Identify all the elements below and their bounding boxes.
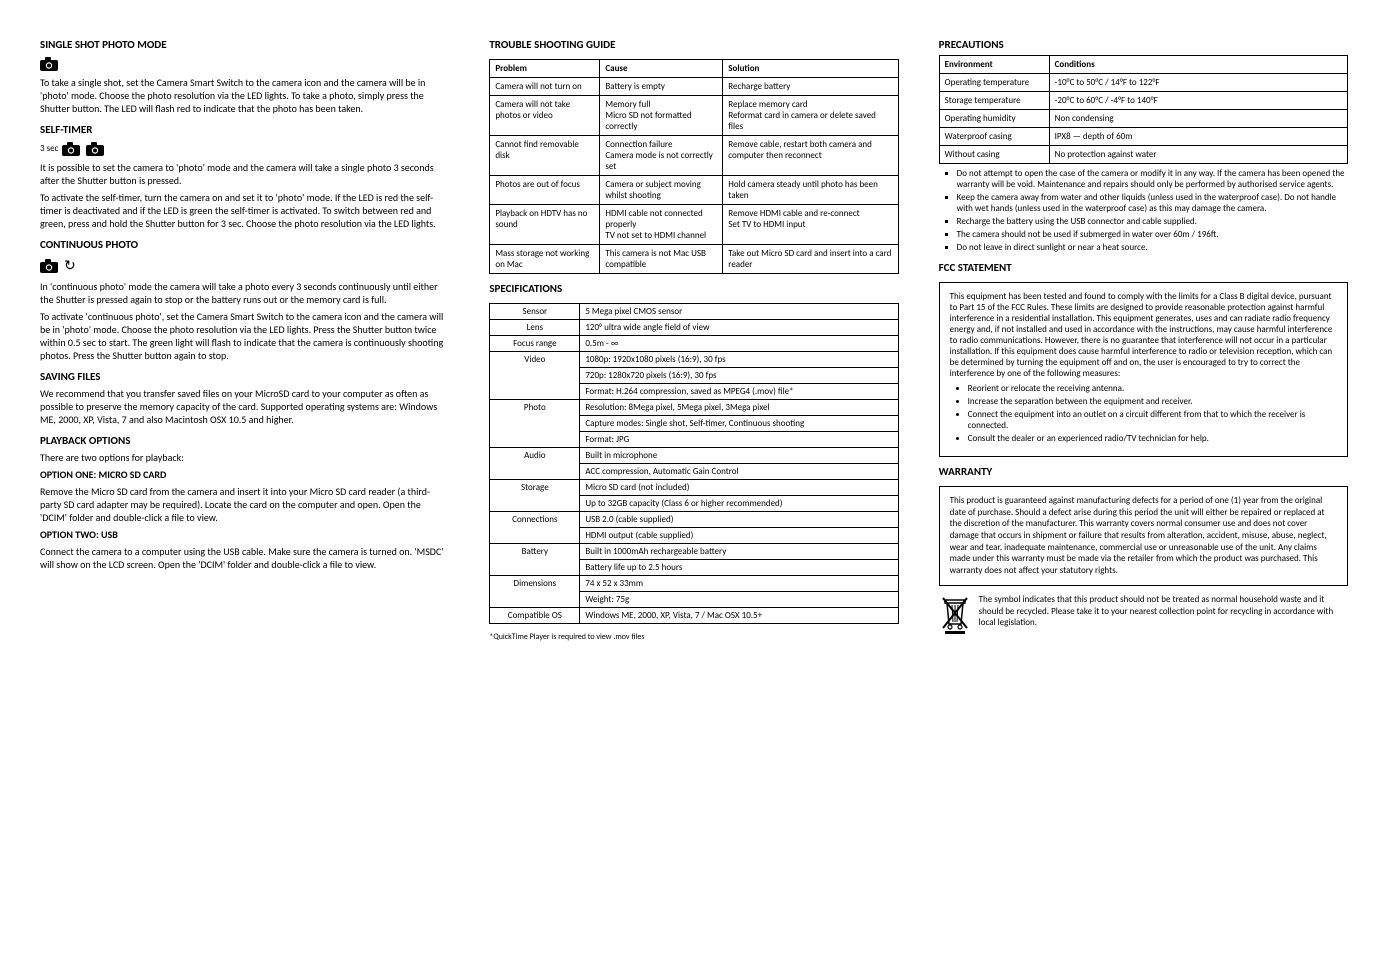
bullet-item: Do not attempt to open the case of the c…: [957, 168, 1348, 190]
selftimer-p1: It is possible to set the camera to 'pho…: [40, 161, 449, 187]
continuous-title: CONTINUOUS PHOTO: [40, 238, 449, 251]
spec-conn-label: Connections: [490, 512, 580, 544]
option1-title: OPTION ONE: MICRO SD CARD: [40, 468, 449, 481]
playback-title: PLAYBACK OPTIONS: [40, 434, 449, 447]
th-solution: Solution: [723, 60, 898, 78]
spec-audio-label: Audio: [490, 448, 580, 480]
spec-batt-label: Battery: [490, 544, 580, 576]
bullet-item: The camera should not be used if submerg…: [957, 229, 1348, 240]
fcc-title: FCC STATEMENT: [939, 261, 1348, 274]
spec-table: Sensor5 Mega pixel CMOS sensor Lens120° …: [489, 303, 898, 624]
th-problem: Problem: [490, 60, 600, 78]
camera-icon: [62, 142, 78, 155]
option2-para: Connect the camera to a computer using t…: [40, 545, 449, 571]
column-1: SINGLE SHOT PHOTO MODE To take a single …: [40, 30, 449, 646]
column-3: PRECAUTIONS Environment Conditions Opera…: [939, 30, 1348, 646]
playback-intro: There are two options for playback:: [40, 451, 449, 464]
fcc-intro: This equipment has been tested and found…: [950, 291, 1337, 379]
th-environment: Environment: [939, 56, 1049, 74]
spec-lens-label: Lens: [490, 320, 580, 336]
table-row: Mass storage not working on MacThis came…: [490, 245, 898, 274]
three-column-layout: SINGLE SHOT PHOTO MODE To take a single …: [0, 0, 1388, 676]
single-shot-para: To take a single shot, set the Camera Sm…: [40, 76, 449, 115]
environment-table: Environment Conditions Operating tempera…: [939, 55, 1348, 164]
table-row: Playback on HDTV has no soundHDMI cable …: [490, 205, 898, 245]
troubleshoot-title: TROUBLE SHOOTING GUIDE: [489, 38, 898, 51]
camera-icon: [40, 259, 56, 272]
selftimer-p2: To activate the self-timer, turn the cam…: [40, 191, 449, 230]
camera-icon: [86, 142, 102, 155]
bullet-item: Keep the camera away from water and othe…: [957, 192, 1348, 214]
fcc-item: Consult the dealer or an experienced rad…: [968, 433, 1337, 444]
th-conditions: Conditions: [1049, 56, 1347, 74]
spec-os-label: Compatible OS: [490, 608, 580, 624]
column-2: TROUBLE SHOOTING GUIDE Problem Cause Sol…: [489, 30, 898, 646]
fcc-item: Reorient or relocate the receiving anten…: [968, 383, 1337, 394]
table-row: Cannot find removable diskConnection fai…: [490, 136, 898, 176]
fcc-item: Increase the separation between the equi…: [968, 396, 1337, 407]
fcc-list: Reorient or relocate the receiving anten…: [968, 383, 1337, 444]
option2-title: OPTION TWO: USB: [40, 528, 449, 541]
table-row: Operating temperature-10°C to 50°C / 14°…: [939, 74, 1347, 92]
spec-sensor-label: Sensor: [490, 304, 580, 320]
spec-storage-label: Storage: [490, 480, 580, 512]
precautions-title: PRECAUTIONS: [939, 38, 1348, 51]
weee-text: The symbol indicates that this product s…: [979, 594, 1348, 629]
table-row: Operating humidityNon condensing: [939, 110, 1347, 128]
arrow-loop-icon: ↻: [64, 257, 76, 274]
table-row: Photos are out of focusCamera or subject…: [490, 176, 898, 205]
camera-icon: [40, 57, 56, 70]
table-row: Camera will not turn onBattery is emptyR…: [490, 78, 898, 96]
fcc-item: Connect the equipment into an outlet on …: [968, 409, 1337, 431]
icon-row-photo: [40, 57, 449, 70]
warranty-title: WARRANTY: [939, 465, 1348, 478]
troubleshoot-table: Problem Cause Solution Camera will not t…: [489, 59, 898, 274]
th-cause: Cause: [600, 60, 723, 78]
table-row: Storage temperature-20°C to 60°C / -4°F …: [939, 92, 1347, 110]
bullet-item: Recharge the battery using the USB conne…: [957, 216, 1348, 227]
selftimer-title: SELF-TIMER: [40, 123, 449, 136]
saving-title: SAVING FILES: [40, 370, 449, 383]
spec-dim-label: Dimensions: [490, 576, 580, 608]
warranty-box: This product is guaranteed against manuf…: [939, 486, 1348, 586]
icon-row-timer: 3 sec: [40, 142, 449, 155]
icon-row-continuous: ↻: [40, 257, 449, 274]
continuous-p1: In 'continuous photo' mode the camera wi…: [40, 280, 449, 306]
spec-video-label: Video: [490, 352, 580, 400]
continuous-p2: To activate 'continuous photo', set the …: [40, 310, 449, 362]
spec-title: SPECIFICATIONS: [489, 282, 898, 295]
table-row: Camera will not take photos or videoMemo…: [490, 96, 898, 136]
option1-para: Remove the Micro SD card from the camera…: [40, 485, 449, 524]
single-shot-title: SINGLE SHOT PHOTO MODE: [40, 38, 449, 51]
spec-footnote: *QuickTime Player is required to view .m…: [489, 632, 898, 642]
bullet-item: Do not leave in direct sunlight or near …: [957, 242, 1348, 253]
table-row: Waterproof casingIPX8 — depth of 60m: [939, 128, 1347, 146]
weee-icon: [939, 594, 971, 637]
table-row: Without casingNo protection against wate…: [939, 146, 1347, 164]
threesec-label: 3 sec: [40, 143, 58, 154]
spec-focus-label: Focus range: [490, 336, 580, 352]
table-header-row: Problem Cause Solution: [490, 60, 898, 78]
saving-para: We recommend that you transfer saved fil…: [40, 387, 449, 426]
spec-photo-label: Photo: [490, 400, 580, 448]
table-header-row: Environment Conditions: [939, 56, 1347, 74]
precaution-bullets: Do not attempt to open the case of the c…: [957, 168, 1348, 253]
fcc-box: This equipment has been tested and found…: [939, 282, 1348, 457]
weee-block: The symbol indicates that this product s…: [939, 594, 1348, 637]
